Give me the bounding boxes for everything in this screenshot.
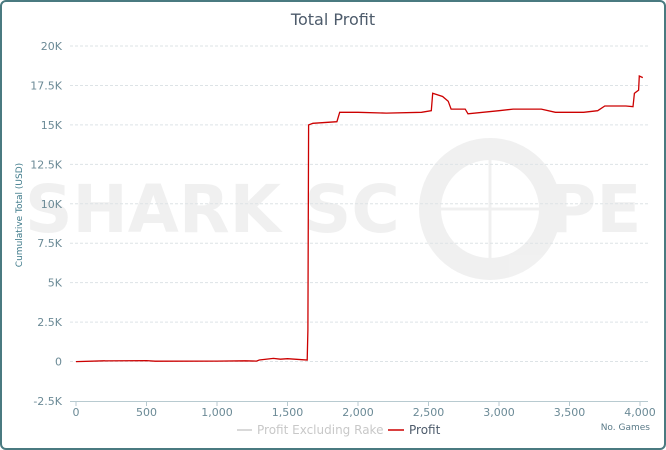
y-tick-label: 5K — [48, 277, 63, 290]
x-tick-label: 3,000 — [483, 406, 515, 419]
series-line-profit — [75, 75, 644, 363]
legend-item-profit-excluding-rake[interactable]: Profit Excluding Rake — [237, 423, 383, 437]
y-tick-label: 12.5K — [30, 158, 62, 171]
x-tick-label: 500 — [136, 406, 157, 419]
y-tick-label: 0 — [55, 356, 62, 369]
y-axis-label: Cumulative Total (USD) — [15, 163, 25, 267]
x-tick-label: 4,000 — [624, 406, 656, 419]
watermark-text-left: SHARK SC — [25, 171, 400, 248]
legend-item-profit[interactable]: Profit — [388, 423, 441, 437]
y-tick-label: 17.5K — [30, 79, 62, 92]
x-tick-label: 3,500 — [554, 406, 586, 419]
legend-label: Profit — [409, 423, 441, 437]
scope-ring — [419, 138, 561, 280]
y-tick-label: -2.5K — [33, 395, 62, 408]
y-tick-label: 7.5K — [37, 237, 62, 250]
y-tick-label: 10K — [41, 198, 63, 211]
y-tick-label: 15K — [41, 119, 63, 132]
x-tick-label: 2,000 — [342, 406, 374, 419]
x-tick-label: 1,500 — [272, 406, 304, 419]
x-tick-label: 0 — [73, 406, 80, 419]
y-tick-label: 20K — [41, 40, 63, 53]
legend-label: Profit Excluding Rake — [257, 423, 383, 437]
x-tick-label: 1,000 — [201, 406, 233, 419]
chart-title: Total Profit — [290, 10, 375, 29]
sharkscope-watermark: SHARK SC PE — [25, 138, 641, 280]
x-tick-label: 2,500 — [413, 406, 445, 419]
y-tick-label: 2.5K — [37, 316, 62, 329]
legend: Profit Excluding Rake Profit — [237, 423, 441, 437]
x-axis-label: No. Games — [601, 423, 651, 433]
watermark-text-right: PE — [548, 171, 641, 248]
